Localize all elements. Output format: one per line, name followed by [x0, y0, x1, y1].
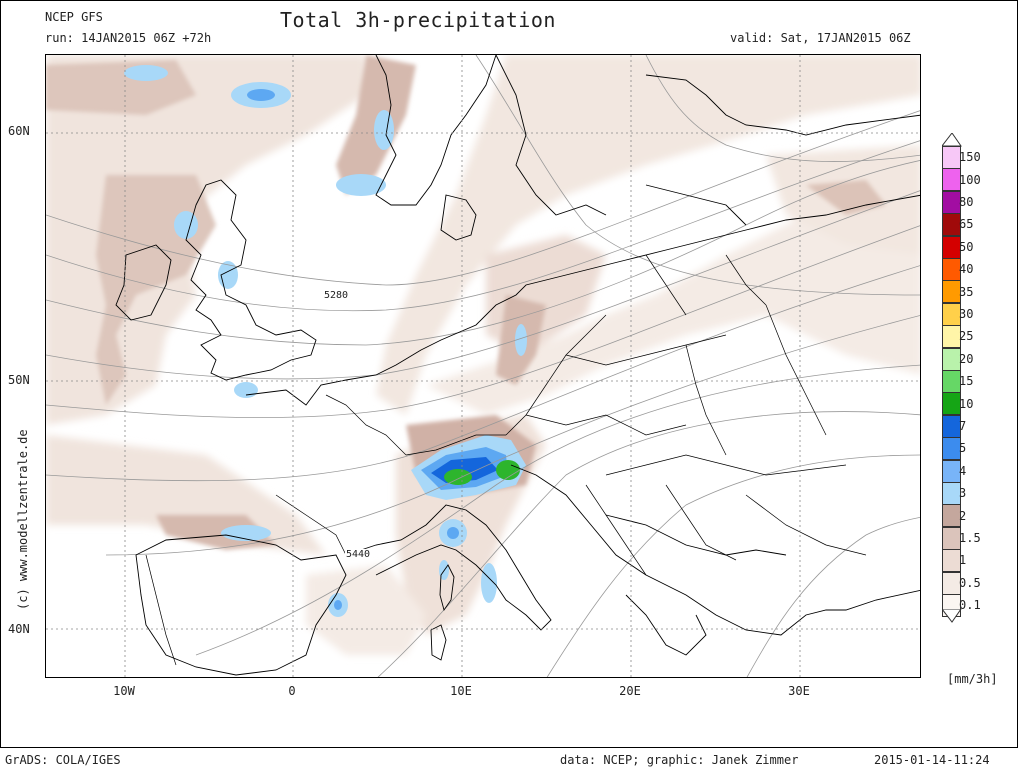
geopotential-contours — [46, 55, 920, 677]
footer-timestamp: 2015-01-14-11:24 — [874, 753, 990, 767]
lat-label-60n: 60N — [8, 124, 30, 138]
lon-label-0: 0 — [288, 684, 296, 698]
legend-unit: [mm/3h] — [947, 672, 998, 686]
legend-label: 80 — [959, 195, 974, 209]
legend-label: 30 — [959, 307, 974, 321]
legend-label: 7 — [959, 419, 967, 433]
map-canvas — [46, 55, 920, 677]
legend-label: 0.1 — [959, 598, 981, 613]
legend-label: 2 — [959, 508, 967, 523]
precipitation-map — [45, 54, 921, 678]
lon-label-10w: 10W — [113, 684, 135, 698]
model-name: NCEP GFS — [45, 10, 103, 24]
contour-label-5280: 5280 — [323, 290, 350, 301]
footer-software: GrADS: COLA/IGES — [5, 753, 121, 767]
run-info: run: 14JAN2015 06Z +72h — [45, 31, 212, 45]
valid-time: valid: Sat, 17JAN2015 06Z — [730, 31, 911, 45]
contour-label-5440: 5440 — [345, 549, 372, 560]
legend-label: 15 — [959, 374, 974, 389]
legend-label: 65 — [959, 217, 974, 232]
lat-label-50n: 50N — [8, 373, 30, 387]
legend-label: 10 — [959, 396, 974, 411]
lat-label-40n: 40N — [8, 622, 30, 636]
lon-label-30e: 30E — [788, 684, 810, 698]
lon-label-10e: 10E — [450, 684, 472, 698]
page-title: Total 3h-precipitation — [280, 8, 556, 32]
country-borders — [145, 254, 867, 666]
lon-label-20e: 20E — [619, 684, 641, 698]
legend-label: 4 — [959, 463, 967, 478]
legend-label: 25 — [959, 329, 974, 344]
legend-label: 50 — [959, 239, 974, 254]
legend-label: 1 — [959, 553, 967, 568]
legend-top-arrow — [942, 133, 962, 147]
legend-label: 35 — [959, 284, 974, 299]
coastlines — [115, 55, 920, 676]
graticule — [46, 55, 920, 677]
watermark: (c) www.modellzentrale.de — [16, 429, 30, 610]
legend-label: 150 — [959, 150, 981, 165]
legend-label: 20 — [959, 351, 974, 366]
legend-label: 1.5 — [959, 531, 981, 545]
legend-bottom-arrow — [942, 609, 962, 623]
legend-label: 3 — [959, 486, 967, 501]
legend-label: 5 — [959, 441, 967, 456]
legend-label: 40 — [959, 262, 974, 277]
outer-frame — [0, 0, 1018, 748]
footer-credits: data: NCEP; graphic: Janek Zimmer — [560, 753, 799, 767]
legend-label: 100 — [959, 172, 981, 187]
legend-label: 0.5 — [959, 575, 981, 590]
